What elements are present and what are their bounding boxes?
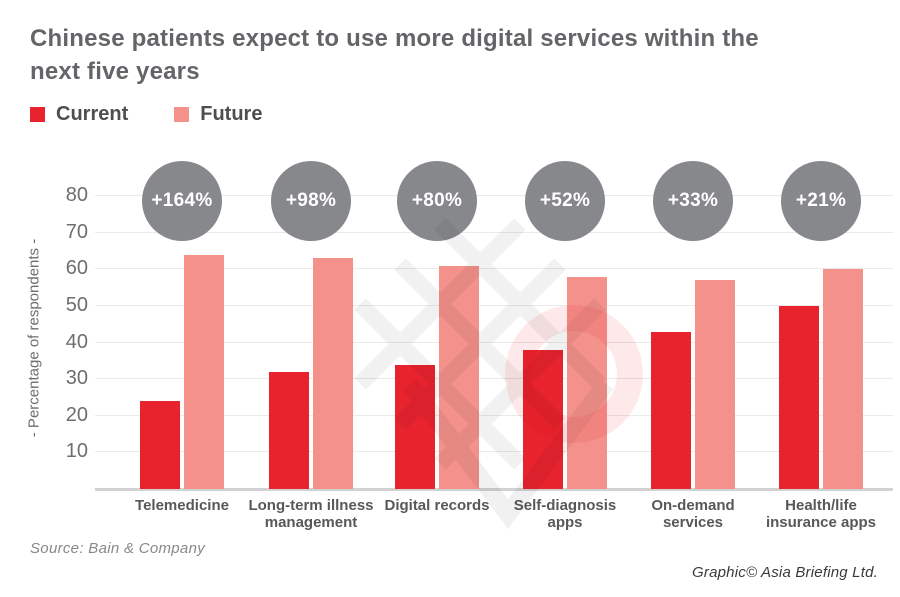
- growth-badge-4: +33%: [653, 161, 733, 241]
- y-tick-label-20: 20: [65, 403, 88, 426]
- bar-current-1: [269, 371, 309, 489]
- gridline-80: [95, 195, 893, 197]
- y-tick-label-80: 80: [65, 184, 88, 207]
- bar-future-2: [439, 265, 479, 489]
- growth-badge-1: +98%: [271, 161, 351, 241]
- y-tick-label-40: 40: [65, 330, 88, 353]
- legend-swatch-future: [174, 107, 190, 122]
- page-title-line2: next five years: [30, 58, 200, 85]
- chart-legend: Current Future: [30, 103, 308, 126]
- legend-swatch-current: [30, 107, 45, 122]
- bar-current-4: [651, 331, 691, 489]
- x-axis-label-5: Health/life insurance apps: [746, 497, 896, 531]
- x-axis-label-line: Long-term illness: [248, 497, 374, 514]
- x-axis-label-line: Telemedicine: [135, 497, 229, 514]
- legend-item-current: Current: [30, 103, 128, 126]
- x-axis-label-line: insurance apps: [765, 514, 877, 531]
- y-tick-label-50: 50: [65, 294, 88, 316]
- growth-badge-2: +80%: [397, 161, 477, 241]
- y-tick-label-60: 60: [65, 257, 88, 280]
- legend-label-future: Future: [200, 103, 263, 125]
- x-axis-label-line: Health/life: [785, 497, 857, 514]
- x-axis-label-line: On-demand: [651, 497, 735, 514]
- legend-label-current: Current: [56, 103, 129, 125]
- x-axis-label-1: Long-term illness management: [236, 497, 386, 531]
- gridline-70: [95, 231, 893, 233]
- bar-future-1: [313, 258, 353, 489]
- bar-current-3: [523, 349, 563, 489]
- source-note: Source: Bain & Company: [30, 540, 206, 557]
- bar-current-0: [140, 401, 180, 489]
- page-title: Chinese patients expect to use more digi…: [30, 22, 759, 88]
- page-title-line1: Chinese patients expect to use more digi…: [30, 25, 759, 52]
- growth-badge-5: +21%: [781, 161, 861, 241]
- legend-item-future: Future: [174, 103, 262, 126]
- growth-badge-0: +164%: [142, 161, 222, 241]
- bar-current-5: [779, 306, 819, 489]
- bar-future-0: [184, 254, 224, 489]
- x-axis-label-0: Telemedicine: [107, 497, 257, 514]
- y-tick-label-70: 70: [65, 220, 88, 243]
- y-tick-label-10: 10: [65, 440, 88, 463]
- x-axis-label-line: services: [662, 514, 724, 531]
- bar-future-5: [823, 269, 863, 489]
- graphic-credit: Graphic© Asia Briefing Ltd.: [692, 564, 878, 581]
- y-tick-label-30: 30: [65, 367, 88, 390]
- x-axis-label-line: management: [264, 514, 358, 531]
- bar-current-2: [395, 364, 435, 489]
- x-axis-label-4: On-demand services: [618, 497, 768, 531]
- bar-future-4: [695, 280, 735, 489]
- growth-badge-3: +52%: [525, 161, 605, 241]
- bar-future-3: [567, 276, 607, 489]
